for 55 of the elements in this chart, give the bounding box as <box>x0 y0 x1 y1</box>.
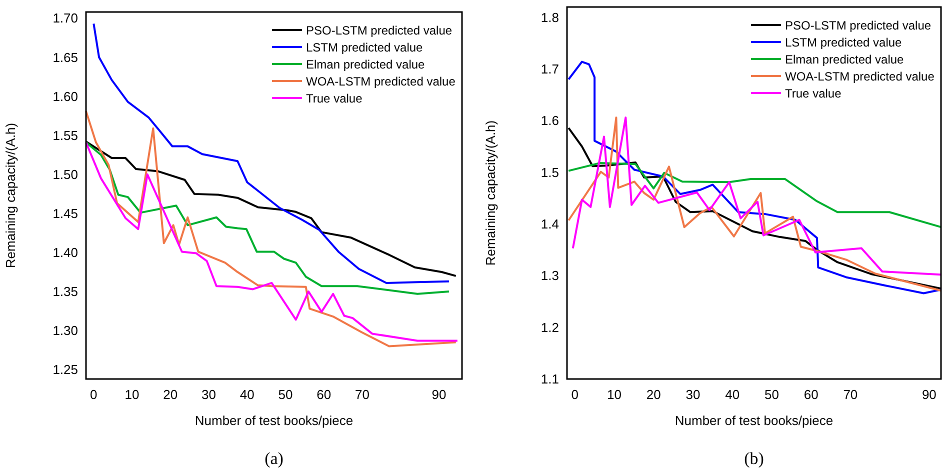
x-axis-title: Number of test books/piece <box>674 413 834 428</box>
x-tick-label: 10 <box>607 387 622 402</box>
legend-label: PSO-LSTM predicted value <box>306 24 452 38</box>
x-tick-label: 60 <box>804 387 818 402</box>
y-tick-label: 1.1 <box>540 372 559 386</box>
x-tick-label: 20 <box>646 387 661 402</box>
y-tick-label: 1.65 <box>52 50 78 65</box>
y-tick-label: 1.25 <box>52 362 78 378</box>
y-tick-label: 1.5 <box>540 164 559 180</box>
x-tick-label: 10 <box>124 387 140 402</box>
text: (a) <box>264 449 284 468</box>
y-tick-label: 1.55 <box>52 128 78 143</box>
legend-label: WOA-LSTM predicted value <box>785 70 935 84</box>
x-tick-label: 50 <box>764 387 779 402</box>
x-tick-label: 0 <box>90 387 98 402</box>
y-tick-label: 1.3 <box>540 268 559 284</box>
x-tick-label: 30 <box>202 387 216 402</box>
y-axis-title: Remaining capacity/(A.h) <box>483 120 498 266</box>
line-series <box>85 141 458 342</box>
y-tick-label: 1.35 <box>52 284 78 300</box>
y-tick-label: 1.30 <box>52 323 78 338</box>
x-tick-label: 70 <box>843 387 858 402</box>
line-series <box>568 162 942 228</box>
legend-label: WOA-LSTM predicted value <box>306 74 456 88</box>
legend-label: LSTM predicted value <box>306 40 424 54</box>
x-tick-label: 90 <box>432 387 446 402</box>
x-tick-label: 60 <box>316 387 332 402</box>
y-tick-label: 1.45 <box>52 206 78 221</box>
text: (b) <box>744 449 764 468</box>
x-axis-title: Number of test books/piece <box>194 413 354 428</box>
y-tick-label: 1.7 <box>540 62 559 76</box>
legend-label: True value <box>785 86 842 100</box>
x-tick-label: 20 <box>163 387 178 402</box>
legend-label: LSTM predicted value <box>785 36 902 50</box>
x-tick-label: 30 <box>686 387 700 402</box>
legend-label: True value <box>306 92 363 106</box>
y-tick-label: 1.2 <box>540 320 559 335</box>
y-tick-label: 1.6 <box>540 113 559 128</box>
x-tick-label: 40 <box>240 387 254 402</box>
legend-label: PSO-LSTM predicted value <box>785 18 932 32</box>
x-tick-label: 70 <box>355 387 370 402</box>
y-axis-title: Remaining capacity/(A.h) <box>3 122 18 268</box>
y-tick-label: 1.4 <box>540 216 559 232</box>
legend-label: Elman predicted value <box>785 52 904 66</box>
legend-label: Elman predicted value <box>306 58 426 72</box>
y-tick-label: 1.50 <box>52 166 78 182</box>
x-tick-label: 0 <box>571 387 578 402</box>
x-tick-label: 40 <box>725 387 740 402</box>
x-tick-label: 90 <box>922 387 936 402</box>
y-tick-label: 1.70 <box>52 10 78 26</box>
y-tick-label: 1.8 <box>540 10 559 25</box>
x-tick-label: 50 <box>278 387 293 402</box>
y-tick-label: 1.60 <box>52 88 78 104</box>
line-series <box>85 110 457 348</box>
y-tick-label: 1.40 <box>52 245 78 260</box>
